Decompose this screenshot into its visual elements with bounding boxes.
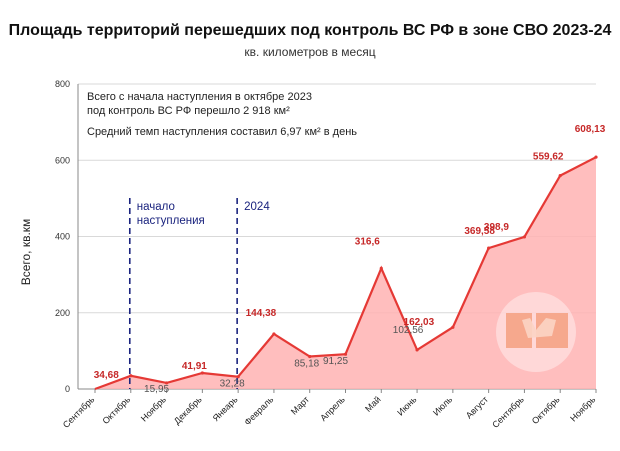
chart-subtitle: кв. километров в месяц bbox=[244, 45, 376, 59]
x-tick-label: Ноябрь bbox=[139, 394, 168, 423]
y-tick-label: 200 bbox=[55, 308, 70, 318]
y-tick-label: 600 bbox=[55, 155, 70, 165]
y-axis-ticks: 0 200 400 600 800 bbox=[55, 79, 70, 394]
x-tick-label: Январь bbox=[211, 394, 240, 423]
data-point bbox=[200, 371, 204, 375]
x-axis-ticks: Сентябрь Октябрь Ноябрь Декабрь Январь Феврал… bbox=[61, 394, 598, 430]
data-labels: 34,68 15,95 41,91 32,28 144,38 85,18 91,25 316,… bbox=[94, 124, 606, 395]
x-tick-label: Сентябрь bbox=[61, 394, 97, 430]
x-tick-label: Апрель bbox=[318, 394, 347, 423]
data-label: 15,95 bbox=[144, 384, 169, 395]
x-tick-label: Февраль bbox=[242, 394, 275, 427]
data-label: 608,13 bbox=[575, 124, 606, 135]
data-label: 32,28 bbox=[220, 379, 245, 390]
marker-label: наступления bbox=[137, 215, 205, 227]
area-fill bbox=[95, 157, 596, 389]
data-label: 102,56 bbox=[393, 325, 424, 336]
data-label: 398,9 bbox=[484, 222, 509, 233]
data-point bbox=[451, 325, 455, 329]
x-tick-label: Сентябрь bbox=[490, 394, 526, 430]
data-label: 369,58 bbox=[464, 226, 495, 237]
x-tick-label: Декабрь bbox=[172, 394, 204, 426]
x-tick-label: Июль bbox=[431, 394, 455, 418]
data-point bbox=[129, 374, 133, 378]
data-label: 162,03 bbox=[404, 317, 435, 328]
data-point bbox=[236, 375, 240, 379]
annotation-line-1: Всего с начала наступления в октябре 202… bbox=[87, 91, 312, 103]
data-point bbox=[272, 332, 276, 336]
x-tick-label: Май bbox=[363, 394, 383, 414]
data-point bbox=[415, 348, 419, 352]
data-point bbox=[164, 381, 169, 385]
x-tick-label: Июнь bbox=[395, 394, 418, 417]
data-point bbox=[522, 235, 527, 239]
annotation-line-3: Средний темп наступления составил 6,97 к… bbox=[87, 126, 357, 138]
x-tick-label: Ноябрь bbox=[568, 394, 597, 423]
data-point bbox=[308, 354, 312, 359]
data-label: 316,6 bbox=[355, 236, 380, 247]
data-label: 559,62 bbox=[533, 152, 564, 163]
x-tick-label: Март bbox=[289, 394, 311, 416]
watermark-logo bbox=[496, 292, 576, 372]
marker-label: 2024 bbox=[244, 201, 270, 213]
data-label: 91,25 bbox=[323, 356, 348, 367]
data-label: 85,18 bbox=[294, 359, 319, 370]
y-tick-label: 400 bbox=[55, 232, 70, 242]
data-label: 144,38 bbox=[246, 308, 277, 319]
data-point bbox=[558, 174, 562, 178]
data-point bbox=[487, 246, 491, 250]
x-tick-label: Август bbox=[464, 394, 490, 420]
y-axis-label: Всего, кв.км bbox=[19, 219, 33, 286]
x-tick-label: Октябрь bbox=[530, 394, 562, 426]
chart-title: Площадь территорий перешедших под контро… bbox=[8, 22, 612, 39]
x-tick-label: Октябрь bbox=[100, 394, 132, 426]
data-label: 41,91 bbox=[182, 361, 207, 372]
data-point bbox=[343, 352, 348, 356]
data-label: 34,68 bbox=[94, 370, 119, 381]
vertical-markers: начало наступления 2024 bbox=[128, 198, 270, 389]
marker-label: начало bbox=[137, 201, 175, 213]
annotation-line-2: под контроль ВС РФ перешло 2 918 км² bbox=[87, 105, 290, 117]
y-tick-label: 800 bbox=[55, 79, 70, 89]
y-tick-label: 0 bbox=[65, 384, 70, 394]
data-point bbox=[594, 155, 598, 159]
data-point bbox=[379, 266, 383, 270]
